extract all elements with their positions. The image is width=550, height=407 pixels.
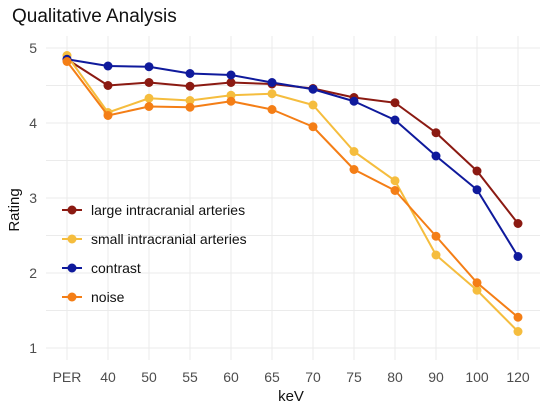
x-tick-label: 100	[465, 369, 489, 385]
data-point	[185, 102, 195, 112]
data-point	[185, 96, 195, 105]
series-2	[62, 54, 523, 261]
data-point	[390, 115, 400, 125]
data-point	[144, 62, 154, 72]
data-point	[144, 93, 154, 103]
data-point	[349, 147, 359, 156]
data-point	[144, 78, 154, 87]
series-layer	[62, 51, 523, 336]
legend-item: noise	[62, 289, 125, 305]
data-point	[513, 219, 523, 228]
legend-label: noise	[91, 289, 125, 305]
y-axis-ticks: 1 2 3 4 5	[29, 40, 37, 356]
data-point	[226, 78, 236, 87]
data-point	[267, 89, 277, 99]
data-point	[472, 185, 482, 195]
data-point	[390, 98, 400, 108]
data-point	[226, 70, 236, 80]
x-tick-label: 90	[428, 369, 444, 385]
x-tick-label: 120	[506, 369, 530, 385]
x-tick-label: 65	[264, 369, 280, 385]
x-tick-label: 50	[141, 369, 157, 385]
legend-label: large intracranial arteries	[91, 202, 245, 218]
data-point	[144, 102, 154, 111]
y-axis-label: Rating	[6, 188, 23, 231]
x-tick-label: 55	[182, 369, 198, 385]
data-point	[513, 327, 523, 336]
y-tick-label: 2	[29, 265, 37, 281]
data-point	[103, 81, 113, 90]
data-point	[472, 166, 482, 176]
data-point	[431, 151, 441, 161]
x-tick-label: 75	[346, 369, 362, 385]
data-point	[267, 105, 277, 114]
data-point	[185, 69, 195, 78]
legend-marker	[67, 263, 77, 273]
legend-item: contrast	[62, 260, 141, 276]
x-axis-label: keV	[278, 388, 304, 405]
data-point	[62, 57, 72, 66]
data-point	[308, 100, 318, 110]
series-line	[66, 60, 519, 319]
data-point	[390, 176, 400, 186]
legend: large intracranial arteries small intracr…	[62, 202, 247, 305]
series-line	[66, 58, 519, 225]
legend-item: small intracranial arteries	[62, 231, 247, 247]
data-point	[308, 122, 318, 132]
data-point	[513, 312, 523, 322]
x-tick-label: 40	[100, 369, 116, 385]
x-tick-label: 70	[305, 369, 321, 385]
y-tick-label: 3	[29, 190, 37, 206]
x-tick-label: 60	[223, 369, 239, 385]
legend-marker	[67, 292, 77, 302]
legend-marker	[67, 205, 77, 215]
data-point	[513, 252, 523, 261]
data-point	[349, 96, 359, 106]
series-3	[62, 57, 523, 322]
series-line	[66, 58, 519, 258]
y-tick-label: 1	[29, 340, 37, 356]
legend-marker	[67, 234, 77, 244]
chart-title: Qualitative Analysis	[12, 6, 177, 27]
data-point	[103, 61, 113, 71]
data-point	[103, 111, 113, 120]
y-tick-label: 4	[29, 115, 37, 131]
data-point	[472, 285, 482, 295]
x-tick-label: 80	[387, 369, 403, 385]
x-tick-label: PER	[53, 369, 82, 385]
data-point	[226, 96, 236, 106]
data-point	[431, 250, 441, 260]
x-axis-ticks: PER 40 50 55 60 65 70 75 80 90 100 120	[53, 369, 530, 385]
data-point	[267, 78, 277, 87]
y-tick-label: 5	[29, 40, 37, 56]
legend-label: small intracranial arteries	[91, 231, 247, 247]
data-point	[185, 81, 195, 91]
data-point	[431, 231, 441, 241]
data-point	[431, 128, 441, 138]
data-point	[308, 84, 318, 94]
legend-item: large intracranial arteries	[62, 202, 245, 218]
legend-label: contrast	[91, 260, 141, 276]
series-1	[62, 51, 523, 336]
data-point	[390, 186, 400, 195]
data-point	[349, 165, 359, 174]
data-point	[472, 278, 482, 288]
series-line	[66, 54, 519, 333]
